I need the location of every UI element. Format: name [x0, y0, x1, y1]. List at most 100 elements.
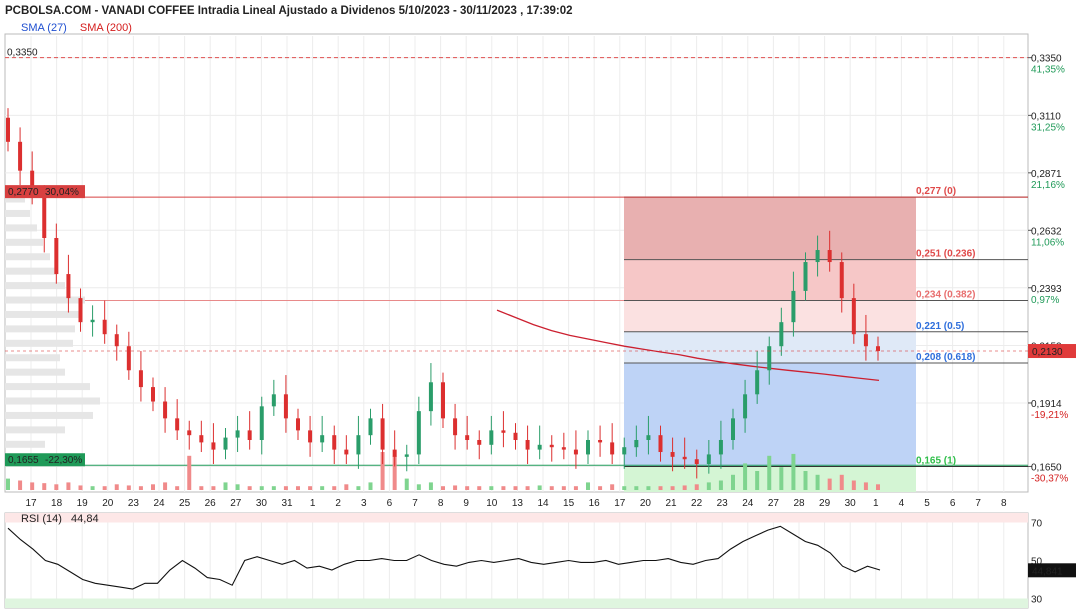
legend-sma200[interactable]: SMA (200)	[79, 22, 132, 34]
candle-body	[453, 418, 458, 436]
volume-profile-bar	[5, 339, 73, 347]
volume-bar	[151, 484, 155, 490]
x-tick-label: 29	[819, 498, 831, 509]
volume-bar	[163, 482, 168, 490]
candle-body	[6, 117, 10, 142]
candle-body	[404, 454, 409, 457]
candle-body	[126, 346, 131, 371]
volume-bar	[803, 471, 808, 490]
x-tick-label: 24	[742, 498, 754, 509]
volume-bar	[223, 482, 228, 490]
volume-bar	[586, 482, 590, 490]
candle-body	[477, 439, 482, 445]
volume-bar	[344, 484, 349, 490]
volume-bar	[199, 486, 204, 490]
candle-body	[525, 439, 530, 450]
x-tick-label: 1	[310, 498, 316, 509]
volume-bar	[549, 486, 554, 490]
fibonacci-lines	[5, 196, 1028, 467]
candle-body	[501, 430, 506, 433]
x-tick-label: 6	[387, 498, 393, 509]
candle-body	[815, 250, 820, 263]
candle-body	[537, 444, 542, 450]
x-tick-label: 9	[463, 498, 469, 509]
y-tick-label: 0,2871	[1031, 169, 1062, 180]
candle-body	[199, 435, 204, 443]
chart-title: PCBOLSA.COM - VANADI COFFEE Intradia Lin…	[5, 5, 573, 17]
y-tick-label: 0,2393	[1031, 284, 1062, 295]
candle-body	[344, 449, 349, 455]
rsi-tick-label: 50	[1031, 557, 1043, 568]
volume-bar	[356, 486, 361, 490]
volume-profile-bar	[5, 354, 60, 362]
volume-bar	[6, 478, 10, 490]
x-tick-label: 24	[153, 498, 165, 509]
fib-zone	[624, 300, 916, 332]
candle-body	[138, 370, 143, 388]
volume-profile-bar	[5, 195, 25, 203]
y-pct-label: 21,16%	[1031, 180, 1065, 191]
candle-body	[151, 387, 155, 402]
candle-body	[610, 442, 615, 455]
x-tick-label: 22	[691, 498, 703, 509]
volume-bar	[622, 486, 627, 490]
candle-body	[368, 418, 373, 436]
volume-bar	[477, 486, 482, 490]
main-panel-frame	[4, 33, 1029, 493]
x-tick-label: 14	[537, 498, 549, 509]
price-line-pct: 30,04%	[45, 187, 79, 198]
candle-body	[803, 262, 808, 291]
x-tick-label: 17	[25, 498, 37, 509]
candle-body	[416, 411, 421, 455]
candle-body	[827, 250, 832, 263]
x-tick-label: 27	[768, 498, 780, 509]
x-tick-label: 8	[438, 498, 444, 509]
volume-bar	[779, 467, 784, 490]
x-tick-label: 2	[335, 498, 341, 509]
current-price-badge	[1028, 344, 1076, 359]
price-line-pct: -22,30%	[45, 455, 82, 466]
candle-body	[586, 439, 590, 455]
volume-bar	[718, 480, 723, 490]
x-tick-label: 23	[717, 498, 729, 509]
candle-body	[670, 452, 675, 457]
volume-bar	[187, 455, 192, 490]
axes: 17 18 19 20 23 24 25 26 27 30 31 1 2 3 6 7 8 9 10 13 14 15 16 1…	[25, 54, 1068, 509]
volume-profile-bar	[5, 310, 80, 318]
candle-body	[332, 435, 337, 450]
fib-level-label: 0,234 (0.382)	[916, 290, 976, 301]
fib-zone	[624, 259, 916, 301]
volume-bar	[815, 474, 820, 490]
candle-body	[114, 334, 119, 347]
volume-bar	[404, 478, 409, 490]
fib-level-label: 0,208 (0.618)	[916, 352, 976, 363]
volume-bar	[271, 486, 276, 490]
volume-bar	[380, 452, 385, 490]
candle-body	[163, 401, 168, 419]
volume-bar	[102, 486, 107, 490]
candle-body	[18, 141, 23, 171]
legend-sma27[interactable]: SMA (27)	[21, 22, 67, 34]
volume-bar	[537, 485, 542, 490]
volume-bar	[489, 486, 494, 490]
x-tick-label: 23	[128, 498, 140, 509]
volume-bar	[851, 480, 856, 490]
fib-level-label: 0,221 (0.5)	[916, 321, 964, 332]
fib-zone	[624, 197, 916, 260]
volume-bar	[706, 482, 711, 490]
fibonacci-zones	[624, 197, 916, 492]
candle-body	[658, 435, 663, 453]
x-tick-label: 25	[179, 498, 191, 509]
volume-bar	[598, 486, 603, 490]
candle-body	[187, 430, 192, 436]
candle-body	[706, 454, 711, 465]
candle-body	[513, 432, 518, 440]
max-price-label: 0,3350	[7, 48, 38, 59]
fib-level-label: 0,277 (0)	[916, 186, 956, 197]
x-tick-label: 8	[1001, 498, 1007, 509]
candle-body	[78, 298, 83, 323]
x-tick-label: 10	[486, 498, 498, 509]
rsi-overbought-zone	[5, 513, 1028, 523]
x-tick-label: 30	[256, 498, 268, 509]
